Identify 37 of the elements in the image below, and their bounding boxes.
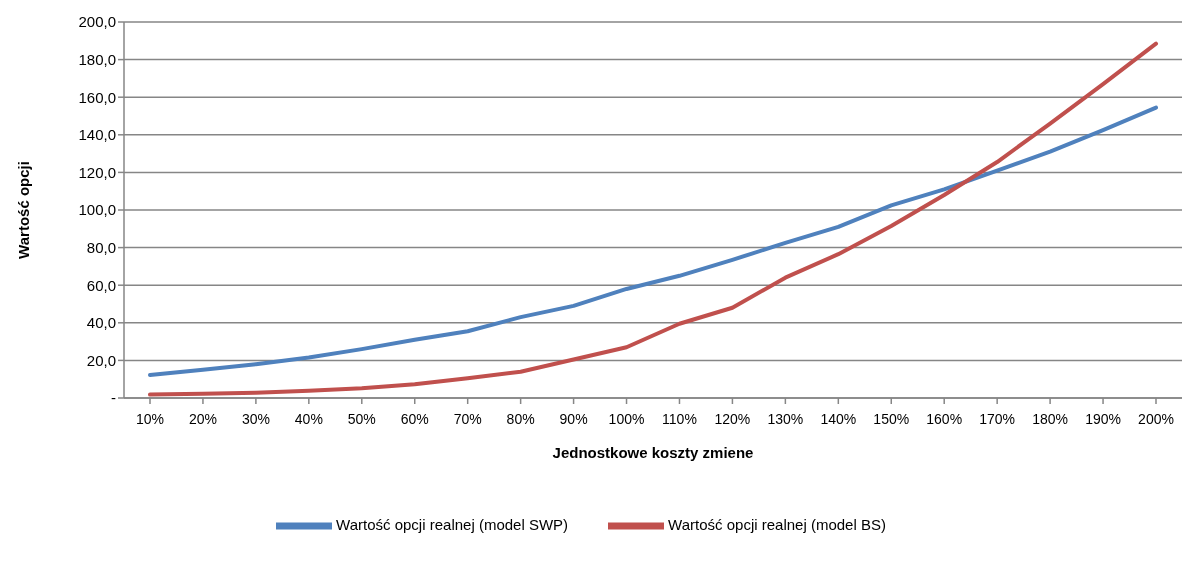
y-tick-label: 40,0 — [86, 314, 116, 332]
y-tick-label: 20,0 — [86, 351, 116, 369]
x-tick-label: 160% — [926, 410, 963, 427]
x-tick-label: 100% — [608, 410, 645, 427]
x-tick-label: 180% — [1032, 410, 1069, 427]
y-tick-label: 140,0 — [78, 126, 116, 144]
legend-label: Wartość opcji realnej (model BS) — [668, 515, 886, 533]
y-tick-label: 180,0 — [78, 50, 116, 68]
y-tick-label: 80,0 — [86, 238, 116, 256]
x-tick-label: 50% — [347, 410, 376, 427]
x-tick-label: 10% — [135, 410, 165, 427]
y-tick-label: 200,0 — [78, 13, 116, 31]
x-tick-label: 190% — [1085, 410, 1121, 427]
x-tick-label: 80% — [506, 410, 535, 427]
x-tick-label: 90% — [559, 410, 588, 427]
y-tick-label: - — [111, 389, 116, 407]
x-tick-label: 120% — [714, 410, 751, 427]
x-tick-label: 20% — [188, 410, 217, 427]
x-tick-label: 200% — [1138, 410, 1174, 427]
y-tick-label: 60,0 — [86, 276, 116, 294]
x-tick-label: 170% — [979, 410, 1016, 427]
line-series — [148, 105, 1158, 378]
x-tick-label: 60% — [400, 410, 429, 427]
y-axis-title: Wartość opcji — [15, 161, 33, 259]
x-tick-label: 150% — [873, 410, 910, 427]
x-tick-label: 110% — [662, 410, 697, 427]
line-series — [148, 41, 1158, 397]
x-tick-label: 30% — [241, 410, 270, 427]
y-tick-label: 120,0 — [78, 163, 116, 181]
x-axis-title: Jednostkowe koszty zmiene — [552, 444, 754, 461]
x-tick-label: 130% — [767, 410, 804, 427]
y-tick-label: 160,0 — [78, 88, 116, 106]
x-tick-label: 40% — [294, 410, 323, 427]
x-tick-label: 70% — [453, 410, 482, 427]
y-tick-label: 100,0 — [78, 201, 116, 219]
x-tick-label: 140% — [820, 410, 857, 427]
legend-label: Wartość opcji realnej (model SWP) — [336, 515, 569, 533]
